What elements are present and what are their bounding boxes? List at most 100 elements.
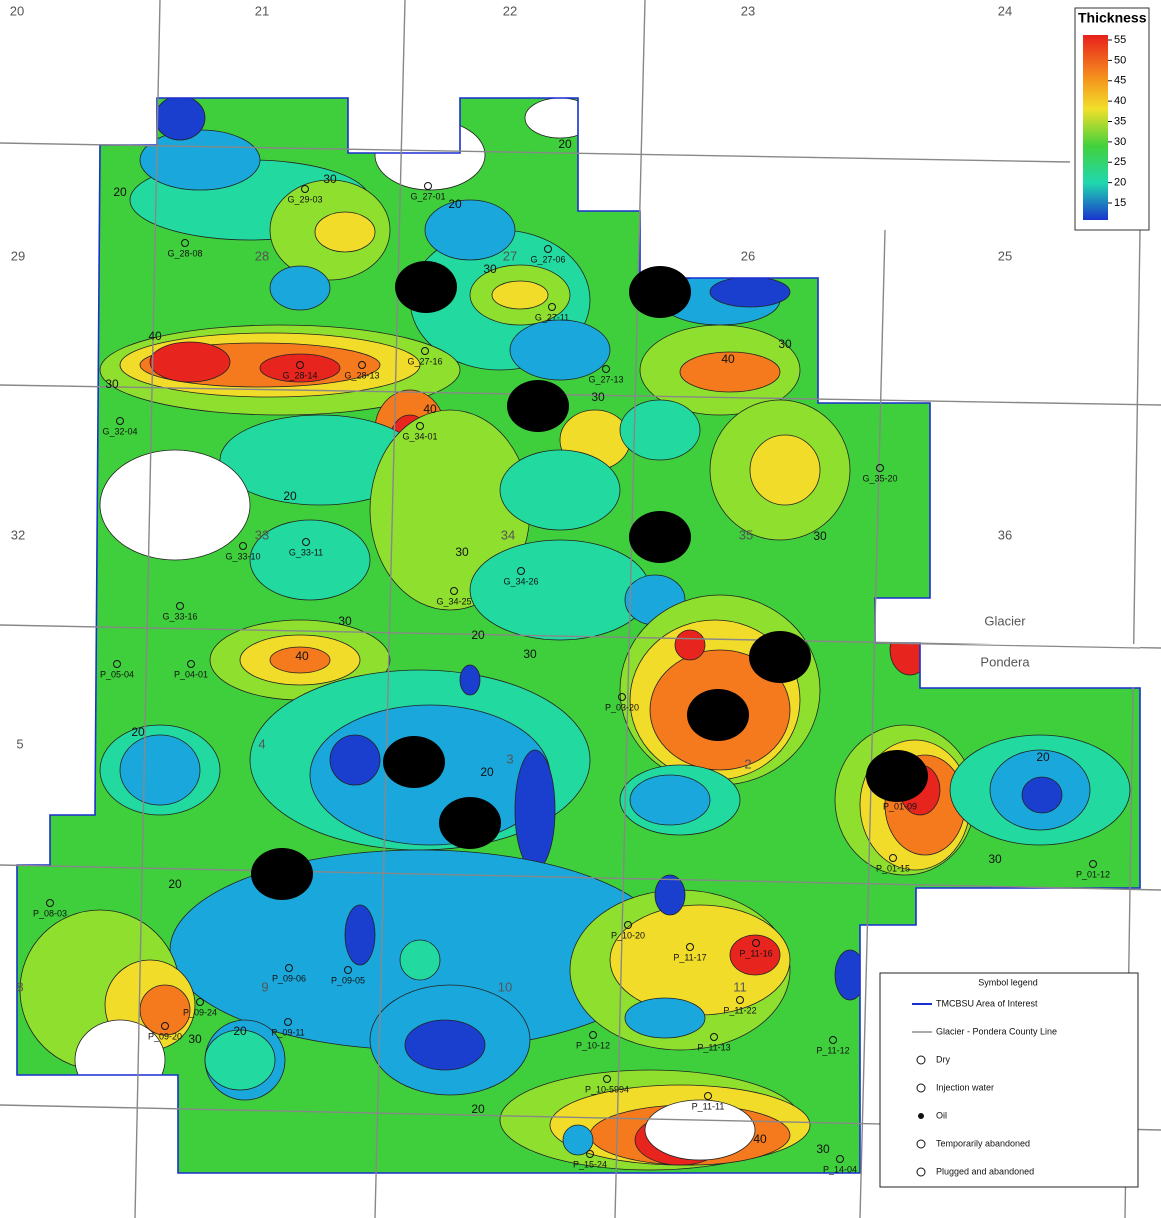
- well-label: G_33-10: [225, 551, 260, 561]
- well-label: G_35-20: [862, 473, 897, 483]
- contour-label: 20: [131, 725, 145, 739]
- well-symbol: [450, 587, 458, 595]
- well-symbol: [285, 964, 293, 972]
- well-symbol: [704, 1092, 712, 1100]
- well-label: G_27-01: [410, 191, 445, 201]
- grid-line: [859, 229, 886, 1218]
- section-number: 3: [506, 751, 513, 766]
- thickness-zone: [709, 276, 791, 308]
- colorbar-tick-label: 50: [1114, 54, 1126, 66]
- well-symbol: [284, 1018, 292, 1026]
- well-label: P_04-01: [174, 669, 208, 679]
- colorbar-tick-label: 25: [1114, 156, 1126, 168]
- thickness-zone: [204, 1029, 276, 1091]
- well-label: G_28-14: [282, 370, 317, 380]
- well-symbol: [624, 921, 632, 929]
- well-label: G_28-08: [167, 248, 202, 258]
- well-label: P_10-5994: [585, 1084, 629, 1094]
- well-label: P_01-09: [883, 801, 917, 811]
- colorbar-tick-label: 45: [1114, 75, 1126, 87]
- well-label: P_09-24: [183, 1007, 217, 1017]
- well-label: G_33-11: [289, 547, 323, 557]
- redaction-dot: [629, 266, 691, 318]
- thickness-zone: [149, 341, 231, 383]
- thickness-zone: [249, 519, 371, 601]
- contour-label: 20: [233, 1024, 247, 1038]
- contour-label: 30: [455, 545, 469, 559]
- thickness-zone: [674, 629, 706, 661]
- legend-title: Symbol legend: [978, 977, 1038, 987]
- thickness-zone: [729, 934, 781, 976]
- well-label: G_34-26: [503, 576, 538, 586]
- colorbar-tick-label: 55: [1114, 34, 1126, 46]
- legend-swatch: [916, 1083, 926, 1093]
- well-label: P_08-03: [33, 908, 67, 918]
- well-symbol: [296, 361, 304, 369]
- well-symbol: [710, 1033, 718, 1041]
- colorbar-tick-label: 30: [1114, 136, 1126, 148]
- redaction-dot: [507, 380, 569, 432]
- contour-label: 20: [1036, 750, 1050, 764]
- thickness-zone: [469, 539, 651, 641]
- contour-label: 20: [113, 185, 127, 199]
- well-symbol: [239, 542, 247, 550]
- contour-label: 40: [753, 1132, 767, 1146]
- thickness-zone: [374, 119, 486, 191]
- section-number: 11: [733, 979, 747, 994]
- thickness-zone: [509, 319, 611, 381]
- colorbar-tick-label: 15: [1114, 197, 1126, 209]
- thickness-zone: [499, 449, 621, 531]
- grid-line: [0, 864, 1161, 891]
- legend-label: TMCBSU Area of Interest: [936, 998, 1038, 1008]
- well-symbol: [196, 998, 204, 1006]
- well-label: P_11-16: [739, 948, 772, 958]
- section-number: 36: [998, 527, 1012, 542]
- legend-swatch: [916, 1055, 926, 1065]
- redaction-dot: [687, 689, 749, 741]
- legend-label: Oil: [936, 1110, 947, 1120]
- well-symbol: [876, 464, 884, 472]
- well-label: G_33-16: [162, 611, 197, 621]
- thickness-zone: [1021, 776, 1063, 814]
- well-label: G_34-25: [436, 596, 471, 606]
- section-number: 29: [11, 248, 25, 263]
- well-symbol: [603, 1075, 611, 1083]
- well-symbol: [829, 1036, 837, 1044]
- well-label: P_05-04: [100, 669, 134, 679]
- legend-label: Glacier - Pondera County Line: [936, 1026, 1057, 1036]
- well-label: P_14-04: [823, 1164, 857, 1174]
- well-symbol: [301, 185, 309, 193]
- well-label: P_03-20: [605, 702, 639, 712]
- contour-label: 20: [168, 877, 182, 891]
- contour-label: 30: [483, 262, 497, 276]
- section-number: 5: [16, 736, 23, 751]
- section-number: 28: [255, 248, 269, 263]
- well-label: P_10-12: [576, 1040, 610, 1050]
- legend-swatch: [916, 1139, 926, 1149]
- contour-label: 30: [813, 529, 827, 543]
- well-label: P_01-12: [1076, 869, 1110, 879]
- section-number: 10: [498, 979, 512, 994]
- well-symbol: [686, 943, 694, 951]
- well-symbol: [548, 303, 556, 311]
- redaction-dot: [383, 736, 445, 788]
- section-number: 4: [258, 736, 265, 751]
- well-label: P_09-05: [331, 975, 365, 985]
- thickness-zone: [424, 199, 516, 261]
- colorbar: Thickness 55 50 45 40 35 30 25 20 15: [1074, 7, 1150, 231]
- well-symbol: [589, 1031, 597, 1039]
- redaction-dot: [439, 797, 501, 849]
- well-symbol: [358, 361, 366, 369]
- legend-label: Plugged and abandoned: [936, 1166, 1034, 1176]
- thickness-zone: [654, 874, 686, 916]
- section-number: 22: [503, 3, 517, 18]
- well-label: P_11-17: [673, 952, 706, 962]
- well-label: P_10-20: [611, 930, 645, 940]
- redaction-dot: [866, 750, 928, 802]
- well-symbol: [161, 1022, 169, 1030]
- thickness-zone: [269, 646, 331, 674]
- colorbar-ramp: [1083, 35, 1108, 220]
- well-symbol: [302, 538, 310, 546]
- grid-line: [374, 0, 406, 1218]
